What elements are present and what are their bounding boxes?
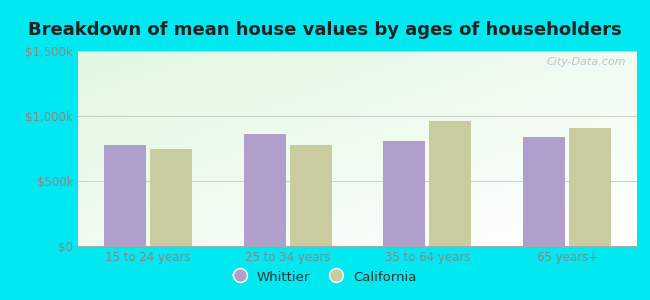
Bar bbox=[290, 145, 332, 246]
Bar bbox=[150, 149, 192, 246]
Text: Breakdown of mean house values by ages of householders: Breakdown of mean house values by ages o… bbox=[28, 21, 622, 39]
Bar bbox=[244, 134, 285, 246]
Bar bbox=[430, 121, 471, 246]
Legend: Whittier, California: Whittier, California bbox=[227, 264, 422, 290]
Bar bbox=[384, 141, 425, 246]
Bar bbox=[104, 145, 146, 246]
Bar bbox=[523, 137, 565, 246]
Bar bbox=[569, 128, 611, 246]
Text: City-Data.com: City-Data.com bbox=[546, 57, 626, 67]
